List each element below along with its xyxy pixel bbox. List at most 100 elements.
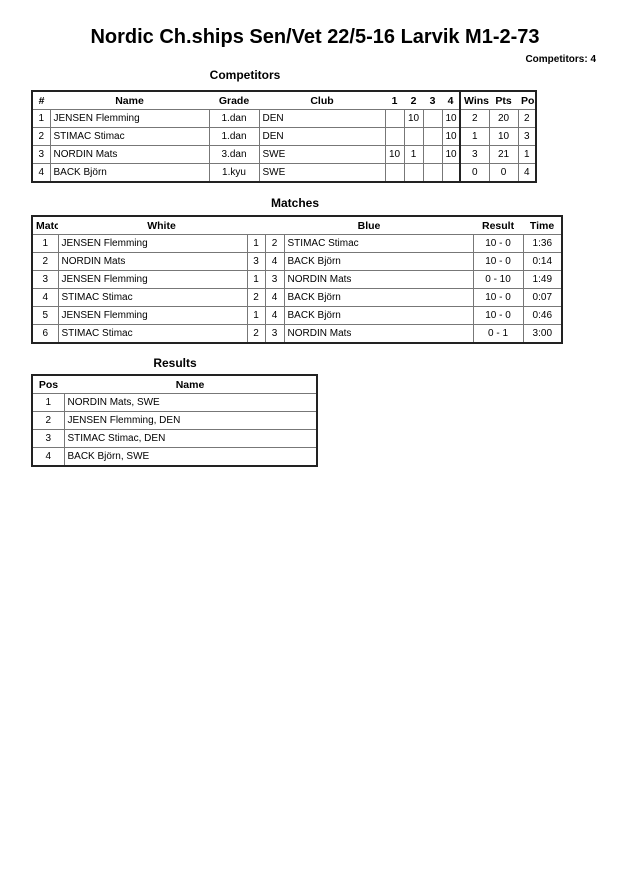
competitor-cell: 21 — [488, 145, 519, 164]
competitors-table: #NameGradeClub1234WinsPtsPos1JENSEN Flem… — [31, 90, 537, 183]
competitor-cell: 1 — [403, 145, 424, 164]
header-wins: Wins — [459, 91, 489, 110]
competitor-cell: 10 — [441, 109, 461, 128]
match-row: 3 JENSEN Flemming 1 3 NORDIN Mats 0 - 10 1:49 — [31, 270, 563, 289]
match-cell: 10 - 0 — [472, 306, 524, 325]
match-cell: 0:07 — [522, 288, 563, 307]
header-3: 3 — [429, 94, 436, 107]
header-club: Club — [310, 94, 334, 107]
competitor-cell: 2 — [31, 127, 51, 146]
match-cell: 3 — [264, 270, 285, 289]
match-cell: 10 - 0 — [472, 288, 524, 307]
competitors-count: Competitors: 4 — [525, 54, 596, 65]
competitor-cell: SWE — [258, 145, 386, 164]
match-cell: 1 — [246, 234, 266, 253]
header-result: Result — [481, 219, 515, 232]
competitor-cell — [422, 163, 443, 183]
result-row: 3 STIMAC Stimac, DEN — [31, 429, 318, 448]
match-cell: BACK Björn — [283, 288, 474, 307]
result-cell: BACK Björn, SWE — [63, 447, 318, 467]
result-row: 2 JENSEN Flemming, DEN — [31, 411, 318, 430]
header-name: Name — [175, 378, 205, 391]
header-blue: Blue — [357, 219, 381, 232]
match-cell: 0:46 — [522, 306, 563, 325]
match-cell: BACK Björn — [283, 306, 474, 325]
competitor-cell — [403, 127, 424, 146]
competitor-cell: 1.dan — [208, 109, 260, 128]
match-cell: NORDIN Mats — [283, 324, 474, 344]
header-pos: Pos — [38, 378, 59, 391]
result-cell: 1 — [31, 393, 65, 412]
competitor-cell: 3.dan — [208, 145, 260, 164]
competitor-cell: 3 — [31, 145, 51, 164]
competitor-cell — [403, 163, 424, 183]
page-title: Nordic Ch.ships Sen/Vet 22/5-16 Larvik M… — [90, 26, 540, 48]
match-row: 6 STIMAC Stimac 2 3 NORDIN Mats 0 - 1 3:00 — [31, 324, 563, 344]
competitor-cell: 1.dan — [208, 127, 260, 146]
competitor-cell: 4 — [31, 163, 51, 183]
match-cell: 4 — [264, 288, 285, 307]
match-cell: 4 — [31, 288, 59, 307]
competitor-row: 4 BACK Björn 1.kyu SWE 0 0 4 — [31, 163, 537, 183]
match-cell: STIMAC Stimac — [283, 234, 474, 253]
competitor-cell — [441, 163, 461, 183]
match-cell: 2 — [246, 288, 266, 307]
result-cell: STIMAC Stimac, DEN — [63, 429, 318, 448]
header-pos: Pos — [521, 94, 536, 107]
match-cell: NORDIN Mats — [57, 252, 248, 271]
match-cell: 1 — [31, 234, 59, 253]
result-row: 4 BACK Björn, SWE — [31, 447, 318, 467]
competitor-cell: 10 — [403, 109, 424, 128]
match-cell: 3 — [31, 270, 59, 289]
competitor-cell — [422, 109, 443, 128]
header-pts: Pts — [495, 94, 512, 107]
competitor-cell: 3 — [459, 145, 490, 164]
match-row: 5 JENSEN Flemming 1 4 BACK Björn 10 - 0 0:46 — [31, 306, 563, 325]
competitor-row: 1 JENSEN Flemming 1.dan DEN 10 10 2 20 2 — [31, 109, 537, 128]
match-cell: STIMAC Stimac — [57, 324, 248, 344]
match-cell: BACK Björn — [283, 252, 474, 271]
competitor-cell: JENSEN Flemming — [49, 109, 210, 128]
match-cell: 0 - 1 — [472, 324, 524, 344]
competitor-cell: 10 — [441, 145, 461, 164]
competitor-cell: SWE — [258, 163, 386, 183]
match-cell: 1:49 — [522, 270, 563, 289]
competitor-cell: 2 — [459, 109, 490, 128]
result-cell: NORDIN Mats, SWE — [63, 393, 318, 412]
competitor-cell: 20 — [488, 109, 519, 128]
match-cell: 1:36 — [522, 234, 563, 253]
competitor-cell: 10 — [384, 145, 405, 164]
match-cell: 5 — [31, 306, 59, 325]
result-cell: 3 — [31, 429, 65, 448]
match-cell: 2 — [246, 324, 266, 344]
match-cell: 3:00 — [522, 324, 563, 344]
competitor-cell: NORDIN Mats — [49, 145, 210, 164]
competitor-cell: 10 — [441, 127, 461, 146]
competitor-cell — [422, 145, 443, 164]
match-cell: 0 - 10 — [472, 270, 524, 289]
match-cell: 4 — [264, 252, 285, 271]
competitor-cell: 0 — [488, 163, 519, 183]
competitor-cell: 1 — [31, 109, 51, 128]
header-time: Time — [529, 219, 555, 232]
competitors-heading: Competitors — [209, 68, 281, 82]
match-cell: 10 - 0 — [472, 234, 524, 253]
matches-heading: Matches — [270, 196, 320, 210]
competitor-cell: 3 — [517, 127, 537, 146]
results-table: Pos Name 1 NORDIN Mats, SWE 2 JENSEN Flemming… — [31, 374, 318, 467]
header-2: 2 — [410, 94, 417, 107]
header-white: White — [147, 219, 176, 232]
match-cell: 3 — [264, 324, 285, 344]
match-cell: 1 — [246, 270, 266, 289]
match-cell: 6 — [31, 324, 59, 344]
match-cell: JENSEN Flemming — [57, 234, 248, 253]
competitor-cell: 1.kyu — [208, 163, 260, 183]
competitor-cell — [422, 127, 443, 146]
competitor-row: 2 STIMAC Stimac 1.dan DEN 10 1 10 3 — [31, 127, 537, 146]
competitor-row: 3 NORDIN Mats 3.dan SWE 10 1 10 3 21 1 — [31, 145, 537, 164]
match-cell: 4 — [264, 306, 285, 325]
match-cell: 2 — [264, 234, 285, 253]
header-4: 4 — [447, 94, 454, 107]
competitor-cell: DEN — [258, 109, 386, 128]
